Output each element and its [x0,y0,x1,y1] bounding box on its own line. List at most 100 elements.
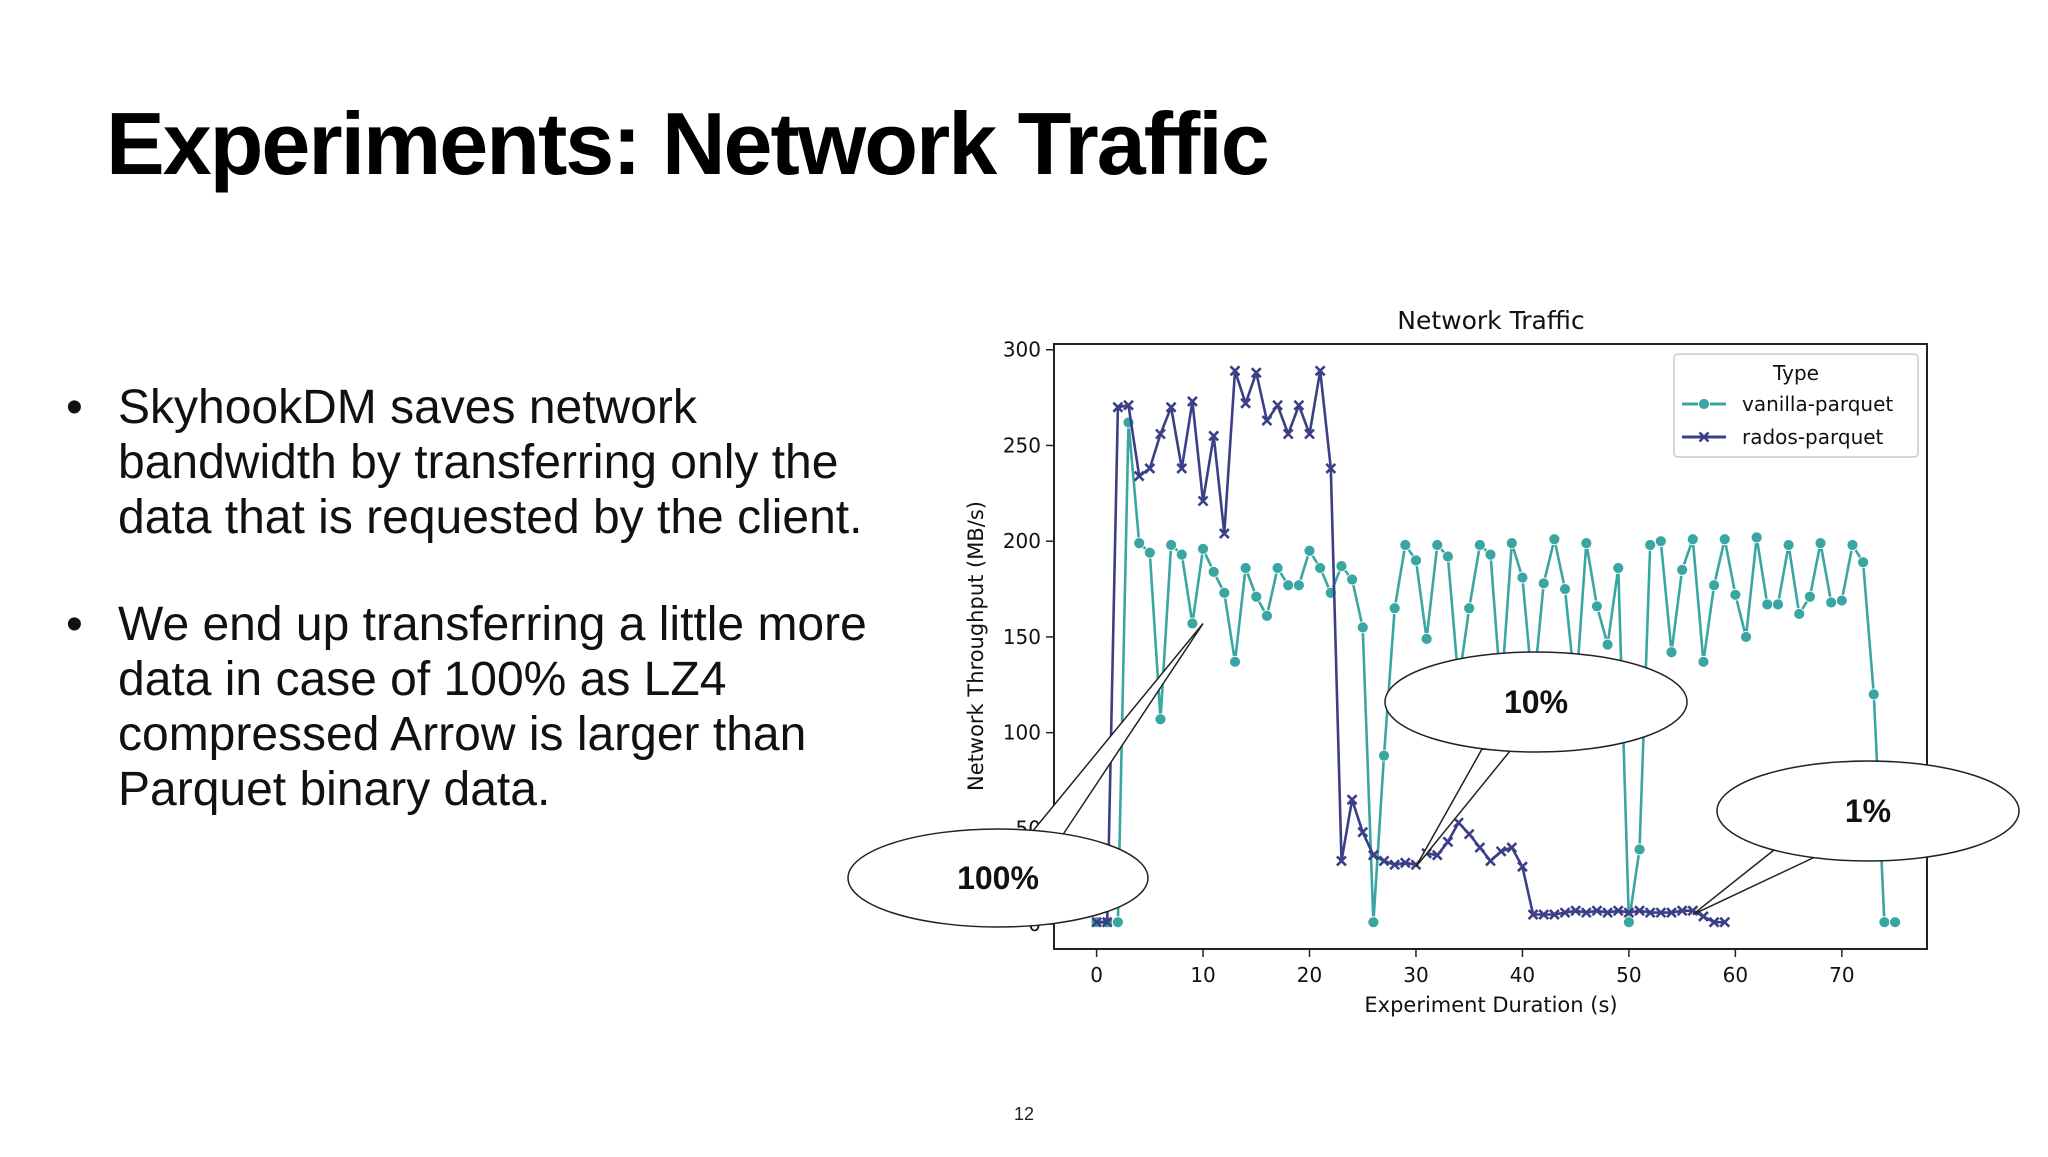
data-point [1825,596,1838,609]
data-point [1176,463,1188,474]
x-marker-stroke [1389,859,1401,871]
legend-box [1673,353,1919,458]
data-point [1750,531,1763,544]
x-marker-stroke [1155,428,1166,440]
data-point [1719,916,1731,928]
x-tick-label: 30 [1403,963,1428,987]
x-marker-stroke [1240,397,1252,409]
data-point [1814,537,1827,550]
x-marker-stroke [1293,399,1305,411]
legend-entries: vanilla-parquet rados-parquet [1682,392,1893,449]
x-marker-stroke [1634,905,1645,917]
x-marker-stroke [1378,855,1390,867]
data-point [1261,609,1273,622]
callout-label: 1% [1845,793,1891,829]
data-point [1186,396,1198,407]
x-marker-stroke [1708,916,1720,928]
series-line [1096,421,1896,924]
data-point [1346,794,1358,806]
x-marker-stroke [1676,905,1688,917]
chart-title: Network Traffic [1397,306,1584,335]
x-marker-stroke [1250,367,1262,379]
x-marker-stroke [1272,399,1283,411]
x-marker-stroke [1687,905,1699,917]
x-marker-stroke [1474,842,1486,853]
data-point [1548,909,1560,920]
data-point [1474,842,1486,853]
data-point [1388,602,1401,615]
data-point [1335,560,1348,572]
data-point [1698,911,1709,922]
data-point [1155,428,1166,440]
data-point [1133,537,1146,550]
data-point [1208,430,1220,442]
data-point [1282,579,1295,592]
legend-entry: vanilla-parquet [1682,392,1893,416]
data-point [1708,579,1720,592]
data-point [1431,849,1443,861]
data-point [1782,539,1795,551]
data-point [1314,562,1327,574]
callout-layer: 100% 10% 1% [847,623,2020,928]
data-point [1718,533,1731,546]
data-point [1505,537,1518,550]
y-axis-label: Network Throughput (MB/s) [964,501,988,791]
data-point [1517,861,1528,873]
data-point [1506,842,1518,853]
x-tick-label: 20 [1297,963,1322,987]
data-point [1473,539,1486,551]
data-point [1101,916,1113,928]
callout-pointer [1030,623,1204,837]
x-marker-stroke [1485,855,1496,867]
x-marker-stroke [1527,909,1539,920]
data-point [1612,562,1625,574]
x-marker-stroke [1336,855,1347,867]
bullet-text: We end up transferring a little more dat… [118,598,867,816]
x-marker-stroke [1666,907,1677,919]
y-tick-label: 100 [1003,721,1041,745]
legend-entry: rados-parquet [1682,425,1884,449]
data-point [1218,586,1231,599]
x-marker-stroke [1431,849,1443,861]
data-point [1761,598,1774,611]
x-marker-stroke [1186,396,1198,407]
bullet-dot: • [66,381,83,434]
x-marker-stroke [1570,905,1582,917]
y-tick-label: 200 [1003,529,1041,553]
data-point [1580,537,1593,550]
data-point [1591,600,1603,613]
x-marker-stroke [1591,905,1603,917]
data-point [1091,916,1103,928]
data-point [1357,826,1369,838]
slide-title: Experiments: Network Traffic [106,94,1270,193]
x-marker-stroke [1165,401,1177,413]
data-point [1261,415,1273,427]
series-line [1096,369,1725,924]
callout-label: 100% [957,860,1039,896]
plot-frame [1053,343,1928,950]
x-tick-label: 40 [1510,963,1535,987]
data-point [1303,544,1316,557]
x-marker-stroke [1453,817,1464,829]
data-point [1229,365,1241,377]
callout-bubble: 1% [1692,760,2020,916]
data-point [1559,907,1571,919]
data-point [1889,916,1901,929]
x-marker-stroke [1602,907,1614,919]
y-tick-label: 300 [1003,338,1041,362]
x-marker-stroke [1304,428,1315,440]
data-point [1293,399,1305,411]
callout-bubble: 10% [1384,651,1688,868]
x-marker-stroke [1229,365,1241,377]
x-marker-stroke [1101,916,1113,928]
data-point [1793,608,1806,620]
data-point [1442,836,1454,848]
data-point [1772,598,1784,611]
data-point [1495,845,1507,857]
data-point [1165,401,1177,413]
data-point [1292,579,1305,592]
callout-pointer [1692,849,1818,916]
x-tick-label: 70 [1829,963,1854,987]
legend-title: Type [1772,361,1819,385]
x-marker-stroke [1112,401,1124,413]
